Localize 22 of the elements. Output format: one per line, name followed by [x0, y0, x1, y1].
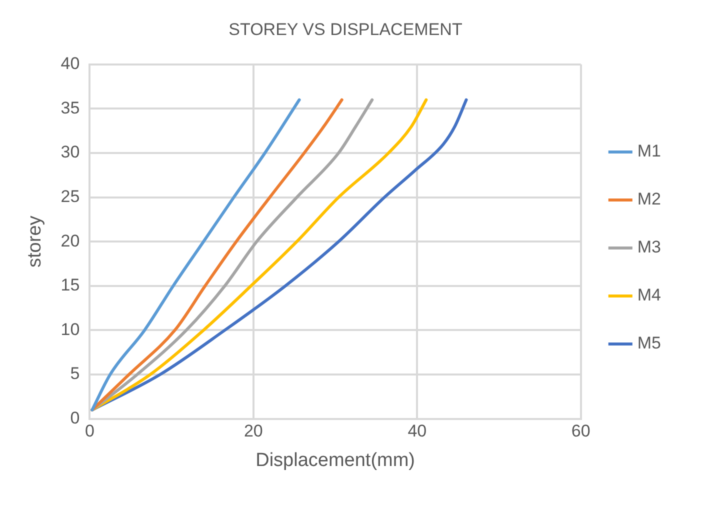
y-tick-label: 40: [60, 54, 80, 74]
x-axis-title: Displacement(mm): [256, 450, 416, 471]
x-tick-label: 40: [408, 422, 427, 441]
y-tick-label: 10: [60, 320, 80, 339]
y-tick-label: 25: [60, 186, 80, 206]
y-tick-label: 20: [60, 231, 80, 250]
legend-label: M3: [637, 238, 662, 257]
legend-label: M1: [637, 142, 662, 161]
x-tick-label: 20: [244, 422, 263, 441]
x-tick-label: 0: [84, 422, 94, 441]
chart-title: STOREY VS DISPLACEMENT: [228, 20, 462, 39]
y-tick-label: 35: [60, 98, 80, 118]
x-tick-label: 60: [571, 422, 590, 441]
y-tick-label: 30: [60, 142, 80, 162]
legend-label: M4: [637, 286, 662, 305]
y-tick-label: 0: [70, 408, 80, 428]
y-tick-label: 15: [60, 276, 80, 295]
line-series: [90, 98, 301, 412]
y-tick-label: 5: [70, 364, 80, 384]
legend-label: M2: [637, 190, 662, 209]
legend-label: M5: [637, 334, 662, 353]
y-axis-title: storey: [24, 215, 46, 268]
